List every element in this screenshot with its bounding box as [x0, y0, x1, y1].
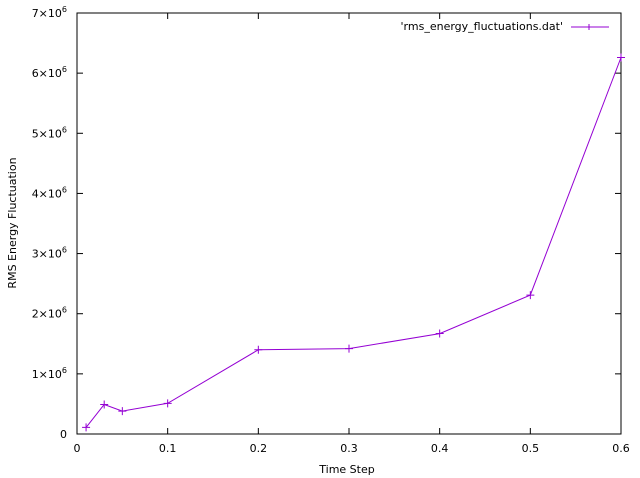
legend: 'rms_energy_fluctuations.dat' [401, 20, 609, 33]
y-tick-label: 6×106 [32, 65, 67, 80]
data-point [435, 329, 444, 338]
data-point [100, 400, 109, 409]
y-tick-exponent: 6 [62, 366, 67, 375]
y-tick-label: 3×106 [32, 246, 67, 261]
data-layer [82, 53, 625, 432]
y-tick-label: 5×106 [32, 125, 67, 140]
y-tick-label: 1×106 [32, 366, 67, 381]
y-tick-exponent: 6 [62, 246, 67, 255]
y-tick-mantissa: 0 [60, 428, 67, 441]
x-tick-label: 0.4 [431, 442, 449, 455]
x-tick-label: 0.6 [612, 442, 630, 455]
plot-frame [76, 12, 622, 435]
y-tick-exponent: 6 [62, 5, 67, 14]
y-tick-label: 7×106 [32, 5, 67, 20]
data-point [163, 399, 172, 408]
legend-marker [586, 24, 592, 30]
y-tick-mantissa: 3×10 [32, 248, 62, 261]
y-tick-mantissa: 7×10 [32, 7, 62, 20]
y-tick-mantissa: 1×10 [32, 368, 62, 381]
x-axis-label: Time Step [318, 463, 374, 476]
data-point [118, 407, 127, 416]
data-point [526, 291, 535, 300]
data-point [617, 53, 625, 62]
y-tick-exponent: 6 [62, 306, 67, 315]
x-tick-label: 0.2 [250, 442, 268, 455]
x-tick-label: 0.3 [340, 442, 358, 455]
y-tick-label: 2×106 [32, 306, 67, 321]
x-tick-label: 0.1 [159, 442, 177, 455]
y-tick-mantissa: 4×10 [32, 187, 62, 200]
y-axis-label: RMS Energy Fluctuation [6, 157, 19, 288]
y-tick-mantissa: 5×10 [32, 127, 62, 140]
y-tick-exponent: 6 [62, 125, 67, 134]
series-line [85, 57, 622, 428]
y-tick-exponent: 6 [62, 65, 67, 74]
y-tick-mantissa: 2×10 [32, 308, 62, 321]
data-point [82, 423, 91, 432]
y-tick-exponent: 6 [62, 185, 67, 194]
data-point [345, 344, 353, 353]
x-tick-label: 0.5 [522, 442, 540, 455]
data-point [254, 345, 263, 354]
y-tick-label: 0 [60, 428, 67, 441]
y-tick-mantissa: 6×10 [32, 67, 62, 80]
x-tick-label: 0 [74, 442, 81, 455]
legend-label: 'rms_energy_fluctuations.dat' [401, 20, 563, 33]
ticks-layer: 0 0.1 0.2 0.3 0.4 0.5 0.601×1062×1063×1064×106… [32, 5, 630, 455]
y-tick-label: 4×106 [32, 185, 67, 200]
